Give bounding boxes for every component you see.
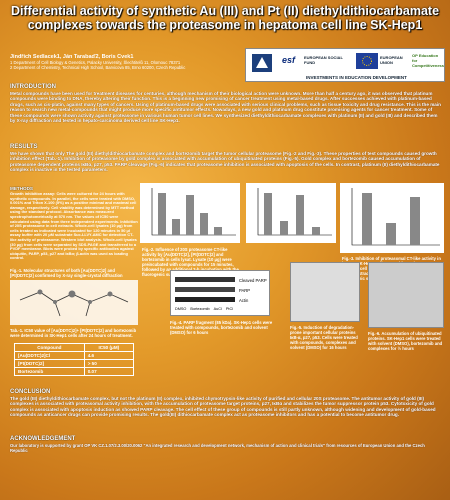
- ic50-table: Compound IC50 (μM) [Au(DDTC)2]Cl 4.6 [Pt(DDT…: [14, 343, 135, 376]
- intro-heading: INTRODUCTION: [10, 84, 56, 90]
- logo-bar: esf EUROPEAN SOCIAL FUND EUROPEAN UNION …: [245, 48, 445, 82]
- blot-lane: PtCl: [225, 307, 234, 311]
- table-caption: Tab.-1. IC50 value of [Au(DDTC)2]+ [Pt(D…: [10, 328, 137, 338]
- logo-esf: esf: [282, 55, 296, 65]
- conclusion-text: The gold (III) diethyldithiocarbamate co…: [10, 396, 436, 418]
- table-header-cell: Compound: [14, 343, 85, 352]
- fig2-chart: [140, 183, 240, 243]
- authors: Jindřich Sedlacek1, Ján Tarabaď2, Boris …: [10, 54, 134, 60]
- conclusion-heading: CONCLUSION: [10, 389, 51, 395]
- logo-op: OP Education for Competitiveness: [412, 53, 445, 68]
- blot-lane: AuCl: [213, 307, 222, 311]
- fig3-chart: [246, 183, 336, 243]
- table-row: [Au(DDTC)2]Cl 4.6: [14, 351, 135, 360]
- table-cell: > 50: [83, 359, 135, 368]
- table-row: [Pt(DDTC)2] > 50: [14, 359, 135, 368]
- table-cell: 0.07: [83, 367, 135, 376]
- intro-text: Metal compounds have been used for treat…: [10, 91, 441, 124]
- table-header-row: Compound IC50 (μM): [14, 343, 135, 352]
- table-row: Bortezomib 0.07: [14, 367, 135, 376]
- fig4-blot: Cleaved PARP PARP Actin DMSO Bortezomib AuCl…: [170, 270, 270, 316]
- affiliation: 1 Department of Cell Biology & Genetics,…: [10, 60, 181, 65]
- fig3b-chart: [340, 183, 444, 253]
- blot-label: Actin: [239, 298, 249, 303]
- title: Differential activity of synthetic Au (I…: [10, 4, 440, 32]
- authors-block: Jindřich Sedlacek1, Ján Tarabaď2, Boris …: [10, 54, 240, 70]
- blot-lane: Bortezomib: [190, 307, 210, 311]
- fig-caption: Fig.-2. Influence of 20S proteasome CT-l…: [142, 247, 239, 277]
- methods-heading: METHODS: [10, 186, 33, 191]
- fig-caption: Fig.-1. Molecular structures of both [Au…: [10, 268, 123, 278]
- methods-text: Growth inhibition assay: Cells were cult…: [10, 191, 138, 261]
- fig6-blot: [368, 262, 444, 328]
- logo-univ: [252, 54, 272, 72]
- table-cell: 4.6: [83, 351, 135, 360]
- results-text: We have shown that only The gold (III) d…: [10, 151, 440, 173]
- table-body: Compound IC50 (μM) [Au(DDTC)2]Cl 4.6 [Pt(DDT…: [14, 343, 135, 376]
- logo-esf-text: EUROPEAN SOCIAL FUND: [304, 55, 343, 65]
- affiliation: 2 Department of Chemistry, Technical Hig…: [10, 65, 186, 70]
- fig-caption: Fig.-4. PARP fragment (85 kDa). SK-Hep1 …: [170, 320, 273, 335]
- table-cell: [Au(DDTC)2]Cl: [14, 351, 85, 360]
- fig5-blot: [290, 262, 360, 322]
- logo-eu-text: EUROPEAN UNION: [380, 55, 403, 65]
- blot-label: Cleaved PARP: [239, 278, 267, 283]
- fig-structure: [10, 280, 138, 325]
- table-cell: Bortezomib: [14, 367, 85, 376]
- blot-lane: DMSO: [175, 307, 187, 311]
- blot-labels: Cleaved PARP PARP Actin: [239, 276, 267, 306]
- blot-band: [175, 287, 235, 292]
- fig-caption: Fig.-5. Induction of degradation- prone …: [290, 325, 358, 350]
- ack-text: Our laboratory is supported by grant OP …: [10, 443, 425, 454]
- logo-eu-flag: [356, 53, 378, 69]
- fig-caption: Fig.-6. Accumulation of ubiquitinated pr…: [368, 331, 443, 351]
- table-cell: [Pt(DDTC)2]: [14, 359, 85, 368]
- blot-label: PARP: [239, 288, 251, 293]
- table-header-cell: IC50 (μM): [83, 343, 135, 352]
- results-heading: RESULTS: [10, 144, 38, 150]
- blot-band: [175, 277, 235, 282]
- logo-invest: INVESTMENTS IN EDUCATION DEVELOPMENT: [306, 75, 407, 80]
- blot-band: [175, 297, 235, 302]
- ack-heading: ACKNOWLEDGEMENT: [10, 436, 76, 442]
- blot-lanes: DMSO Bortezomib AuCl PtCl: [175, 307, 233, 311]
